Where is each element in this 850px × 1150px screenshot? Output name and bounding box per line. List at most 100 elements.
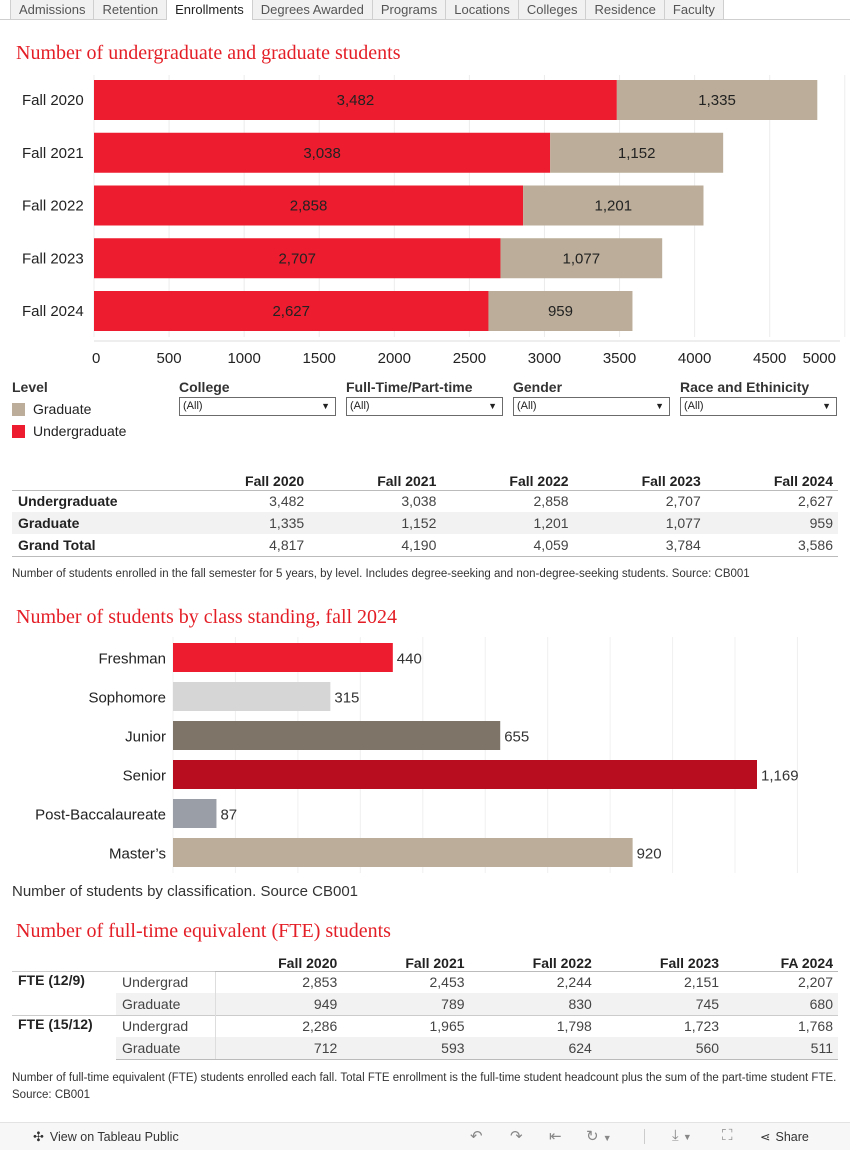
column-header: Fall 2024 bbox=[773, 472, 833, 489]
category-label: Fall 2020 bbox=[22, 92, 84, 109]
tab-residence[interactable]: Residence bbox=[585, 0, 665, 19]
select-value: (All) bbox=[684, 400, 704, 412]
filter-college: College (All) ▼ bbox=[179, 379, 336, 416]
race-select[interactable]: (All) ▼ bbox=[680, 397, 837, 416]
filter-label: Race and Ethinicity bbox=[680, 379, 810, 395]
tab-programs[interactable]: Programs bbox=[371, 0, 447, 19]
data-label: 440 bbox=[397, 651, 422, 668]
x-tick-label: 5000 bbox=[803, 350, 836, 367]
bar-undergraduate bbox=[94, 238, 501, 279]
select-value: (All) bbox=[350, 400, 370, 412]
revert-icon[interactable]: ⇤ bbox=[549, 1128, 562, 1145]
data-label: 3,482 bbox=[337, 92, 375, 109]
data-label: 3,038 bbox=[303, 145, 341, 162]
table2-note: Number of full-time equivalent (FTE) stu… bbox=[12, 1072, 837, 1101]
table-cell: 3,784 bbox=[573, 534, 706, 557]
filter-race: Race and Ethinicity (All) ▼ bbox=[680, 379, 837, 416]
table-cell: 2,244 bbox=[469, 970, 597, 993]
data-label: 2,707 bbox=[278, 250, 316, 267]
view-on-tableau-link[interactable]: ✣ View on Tableau Public bbox=[33, 1129, 179, 1145]
data-label: 920 bbox=[637, 846, 662, 863]
tab-retention[interactable]: Retention bbox=[93, 0, 168, 19]
gender-select[interactable]: (All) ▼ bbox=[513, 397, 670, 416]
tab-admissions[interactable]: Admissions bbox=[10, 0, 95, 19]
select-value: (All) bbox=[517, 400, 537, 412]
refresh-icon[interactable]: ↻ ▼ bbox=[586, 1128, 612, 1145]
x-tick-label: 500 bbox=[157, 350, 182, 367]
tableau-logo-icon: ✣ bbox=[33, 1129, 44, 1144]
table-cell: 1,152 bbox=[309, 512, 442, 534]
tab-locations[interactable]: Locations bbox=[445, 0, 519, 19]
column-header: Fall 2020 bbox=[245, 472, 305, 489]
share-label: Share bbox=[775, 1129, 809, 1144]
data-label: 655 bbox=[504, 729, 529, 746]
table-corner bbox=[12, 472, 177, 490]
table-row: Undergraduate 3,482 3,038 2,858 2,707 2,… bbox=[12, 489, 838, 512]
table-cell: 4,817 bbox=[177, 534, 310, 557]
column-header: Fall 2023 bbox=[641, 472, 701, 489]
table-row: FTE (15/12) Undergrad 2,286 1,965 1,798 … bbox=[12, 1014, 838, 1059]
data-label: 1,077 bbox=[563, 250, 601, 267]
category-label: Junior bbox=[125, 729, 166, 746]
column-header: FA 2024 bbox=[724, 951, 838, 972]
legend-item-undergraduate[interactable]: Undergraduate bbox=[12, 420, 126, 442]
bar-graduate bbox=[488, 291, 633, 331]
undo-icon[interactable]: ↶ bbox=[470, 1128, 483, 1145]
table-corner bbox=[12, 951, 116, 971]
fulltime-select[interactable]: (All) ▼ bbox=[346, 397, 503, 416]
fullscreen-icon[interactable]: ⛶ bbox=[722, 1127, 733, 1144]
tab-enrollments[interactable]: Enrollments bbox=[166, 0, 253, 20]
row-header: Undergrad bbox=[116, 1014, 216, 1037]
legend-label: Graduate bbox=[33, 401, 92, 417]
table-cell: 2,453 bbox=[342, 970, 470, 993]
filter-label: Gender bbox=[513, 379, 563, 395]
table-cell: 1,335 bbox=[177, 512, 310, 534]
table-cell: 593 bbox=[342, 1037, 470, 1060]
redo-icon[interactable]: ↷ bbox=[510, 1128, 523, 1145]
category-label: Senior bbox=[123, 768, 166, 785]
legend-item-graduate[interactable]: Graduate bbox=[12, 398, 126, 420]
tab-degrees-awarded[interactable]: Degrees Awarded bbox=[251, 0, 373, 19]
view-on-tableau-label: View on Tableau Public bbox=[49, 1130, 179, 1144]
download-icon[interactable]: ⤓ ▼ bbox=[672, 1127, 692, 1144]
table-row: Graduate 949 789 830 745 680 bbox=[12, 993, 838, 1015]
legend-swatch-undergraduate bbox=[12, 424, 25, 438]
column-header: Fall 2021 bbox=[377, 472, 437, 489]
share-button[interactable]: ⋖ Share bbox=[760, 1129, 809, 1145]
category-label: Post-Baccalaureate bbox=[35, 807, 166, 824]
table-cell: 1,201 bbox=[441, 512, 574, 534]
bar-undergraduate bbox=[94, 80, 617, 120]
category-label: Sophomore bbox=[88, 690, 166, 707]
chart2-title: Number of students by class standing, fa… bbox=[16, 606, 398, 628]
enrollment-table: Fall 2020 Fall 2021 Fall 2022 Fall 2023 … bbox=[12, 472, 838, 557]
filter-fulltime: Full-Time/Part-time (All) ▼ bbox=[346, 379, 503, 416]
stacked-bar-chart: Fall 2020 3,482 1,335 Fall 2021 3,038 1,152 Fa… bbox=[22, 75, 846, 367]
x-tick-label: 1000 bbox=[227, 350, 260, 367]
tab-colleges[interactable]: Colleges bbox=[517, 0, 587, 19]
table-cell: 2,151 bbox=[596, 970, 725, 993]
select-value: (All) bbox=[183, 400, 203, 412]
tab-faculty[interactable]: Faculty bbox=[663, 0, 724, 19]
bar-graduate bbox=[616, 80, 818, 120]
table-row: Grand Total 4,817 4,190 4,059 3,784 3,58… bbox=[12, 534, 838, 557]
data-label: 959 bbox=[548, 303, 573, 320]
column-header: Fall 2020 bbox=[215, 951, 343, 972]
table-cell: 511 bbox=[724, 1037, 838, 1060]
category-label: Fall 2021 bbox=[22, 145, 84, 162]
college-select[interactable]: (All) ▼ bbox=[179, 397, 336, 416]
filter-label: College bbox=[179, 379, 230, 395]
data-label: 1,201 bbox=[595, 198, 633, 215]
table-cell: 1,077 bbox=[573, 512, 706, 534]
toolbar-separator bbox=[644, 1129, 645, 1144]
table-cell: 2,853 bbox=[215, 970, 343, 993]
table-cell: 1,965 bbox=[342, 1014, 470, 1037]
category-label: Fall 2024 bbox=[22, 303, 84, 320]
data-label: 87 bbox=[220, 807, 237, 824]
bar bbox=[173, 760, 757, 789]
share-icon: ⋖ bbox=[760, 1130, 771, 1144]
bar bbox=[173, 682, 331, 711]
column-header: Fall 2023 bbox=[596, 951, 725, 972]
table1-note: Number of students enrolled in the fall … bbox=[12, 568, 750, 580]
table-cell: 830 bbox=[469, 993, 597, 1015]
bar-undergraduate bbox=[94, 132, 551, 173]
